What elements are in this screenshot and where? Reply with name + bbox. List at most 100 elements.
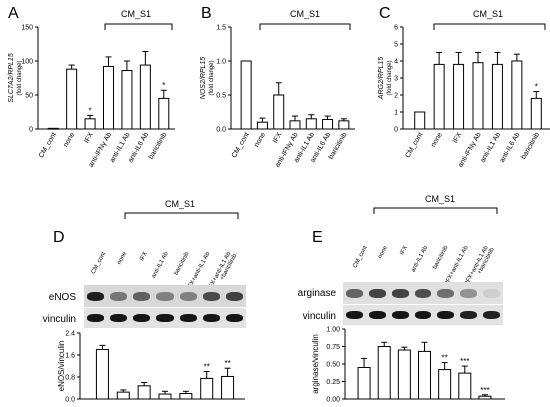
y-tick-label: 0.0 (216, 127, 226, 134)
bar (377, 346, 391, 400)
panel-letter-C: C (379, 5, 391, 22)
category-label: baricitinib (520, 131, 541, 160)
y-tick-label: 150 (21, 25, 33, 32)
bar (472, 62, 484, 130)
blot-band (391, 311, 409, 320)
blot-band (391, 288, 409, 298)
significance-marker: *** (480, 386, 489, 395)
y-tick-label: 0.0 (65, 397, 75, 404)
blot-label-vinculin: vinculin (43, 314, 76, 325)
y-tick-label: 1.00 (326, 327, 340, 334)
bar (256, 121, 268, 130)
significance-marker: * (535, 83, 538, 92)
y-tick-label: 0.50 (326, 362, 340, 369)
y-axis-label: eNOS/vinculin (57, 341, 66, 392)
category-label: none (377, 245, 389, 260)
bar (158, 393, 172, 400)
significance-marker: *** (460, 357, 469, 366)
bar (418, 350, 431, 400)
bar (240, 60, 252, 130)
vinculin-blot-d (84, 308, 246, 328)
category-label: anti-IL6 Ab (499, 131, 522, 164)
blot-band (368, 311, 386, 320)
blot-band (460, 311, 478, 320)
y-tick-label: 100 (21, 59, 33, 66)
bar (116, 391, 130, 400)
y-tick-label: 1.0 (216, 59, 226, 66)
bar (305, 118, 317, 130)
bar (95, 349, 109, 400)
bar (478, 395, 492, 400)
group-bracket (124, 212, 239, 219)
category-label: none (116, 251, 128, 266)
group-bracket (104, 23, 173, 30)
y-tick-label: 0 (394, 127, 398, 134)
bar (121, 70, 133, 130)
y-tick-label: 5 (394, 42, 398, 49)
category-label: CM_cont (404, 131, 424, 159)
category-label: IFX (272, 131, 284, 144)
vinculin-blot-e (343, 305, 503, 325)
blot-band (202, 314, 220, 323)
blot-band (483, 311, 500, 320)
category-label: CM_cont (38, 131, 58, 159)
y-tick-label: 0.5 (216, 93, 226, 100)
panel-letter-D: D (53, 229, 65, 246)
y-axis-label: ARG2/RPL15 (378, 57, 385, 101)
blot-band (414, 288, 432, 298)
significance-marker: ** (224, 359, 230, 368)
category-label: none (63, 131, 77, 148)
group-label: CM_S1 (290, 9, 320, 19)
y-tick-label: 1 (394, 110, 398, 117)
category-label: anti-IL1 Ab (411, 245, 430, 274)
bar (137, 385, 151, 400)
category-label: IFX (452, 131, 464, 144)
significance-marker: * (162, 81, 165, 90)
bar (273, 94, 285, 130)
bar (511, 60, 523, 130)
y-axis-unit: (fold change) (17, 60, 23, 95)
blot-band (179, 291, 197, 301)
group-label: CM_S1 (121, 9, 151, 19)
bar (357, 367, 371, 400)
category-label: none (253, 131, 267, 148)
blot-band (202, 291, 220, 301)
bar (438, 369, 452, 400)
blot-label-enos: eNOS (49, 292, 77, 303)
y-tick-label: 0.8 (65, 375, 75, 382)
y-tick-label: 0.25 (326, 379, 340, 386)
bar (458, 372, 472, 400)
significance-marker: ** (204, 363, 210, 372)
bar (200, 377, 214, 400)
bar (289, 120, 301, 130)
blot-band (133, 291, 151, 301)
bar (433, 63, 445, 130)
blot-band (110, 314, 128, 323)
bar (221, 375, 235, 400)
category-label: IFX (83, 131, 95, 144)
group-bracket (373, 207, 498, 214)
blot-band (437, 288, 455, 298)
significance-marker: * (89, 106, 92, 115)
y-tick-label: 2 (394, 93, 398, 100)
y-tick-label: 0.00 (326, 397, 340, 404)
y-axis-label: arginase/vinculin (311, 334, 320, 394)
category-label: anti-IL1 Ab (151, 251, 170, 280)
bar (338, 120, 350, 130)
blot-band (87, 291, 105, 301)
y-tick-label: 6 (394, 25, 398, 32)
bar (530, 97, 542, 130)
y-axis-label: SLC7A2/RPL15 (8, 53, 15, 103)
bar (139, 64, 151, 130)
blot-band (225, 314, 243, 323)
group-bracket (433, 23, 546, 30)
bar (397, 349, 411, 400)
bar (66, 68, 78, 130)
y-tick-label: 50 (25, 93, 33, 100)
bar (84, 118, 96, 130)
y-tick-label: 3 (394, 76, 398, 83)
significance-marker: ** (442, 354, 448, 363)
bar (322, 118, 334, 130)
category-label: IFX (139, 251, 149, 262)
blot-label-vinculin: vinculin (303, 311, 336, 322)
